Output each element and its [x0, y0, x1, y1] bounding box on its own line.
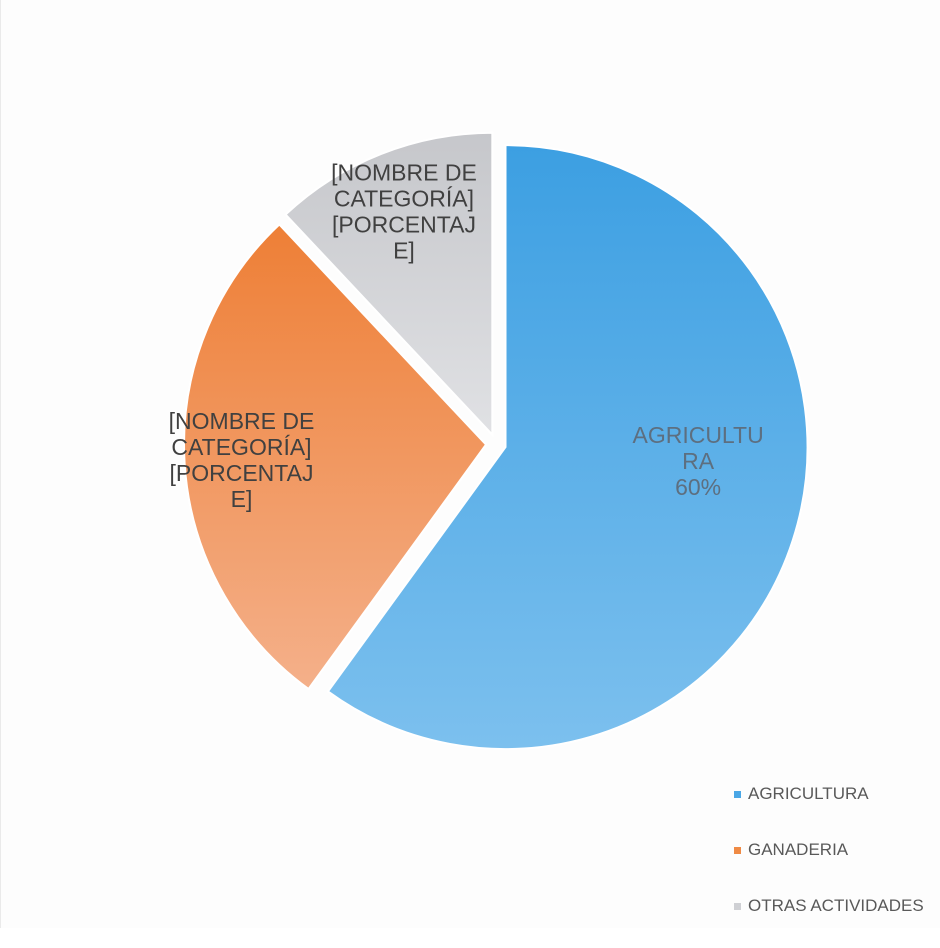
data-label-line: CATEGORÍA]: [171, 434, 311, 460]
pie-data-labels: AGRICULTU RA 60%[NOMBRE DE CATEGORÍA] [PORCE…: [169, 160, 764, 512]
data-label-line: [NOMBRE DE: [169, 408, 315, 434]
legend-swatch-otras-actividades: [734, 902, 741, 910]
legend-label-ganaderia: GANADERIA: [748, 840, 849, 859]
data-label-line: AGRICULTU: [632, 422, 763, 448]
legend-label-agricultura: AGRICULTURA: [748, 784, 869, 803]
legend-item-ganaderia: GANADERIA: [734, 836, 934, 864]
legend-swatch-agricultura: [734, 790, 741, 798]
legend-item-agricultura: AGRICULTURA: [734, 780, 934, 808]
pie-slice-ganaderia: [183, 223, 488, 691]
legend-item-otras-actividades: OTRAS ACTIVIDADES: [734, 892, 934, 920]
data-label-line: E]: [231, 486, 253, 512]
pie-slices: [183, 131, 809, 751]
data-label-line: [NOMBRE DE: [331, 160, 477, 186]
data-label-line: [PORCENTAJ: [332, 212, 476, 238]
data-label-line: [PORCENTAJ: [170, 460, 314, 486]
data-label-line: 60%: [675, 474, 721, 500]
pie-slice-agricultura: [326, 144, 809, 751]
data-label-ganaderia: [NOMBRE DE CATEGORÍA] [PORCENTAJ E]: [169, 408, 315, 512]
data-label-line: RA: [682, 448, 715, 474]
legend-swatch-ganaderia: [734, 846, 741, 854]
data-label-line: CATEGORÍA]: [334, 186, 474, 212]
data-label-line: E]: [393, 238, 415, 264]
chart-legend: AGRICULTURA GANADERIA OTRAS ACTIVIDADES: [734, 780, 934, 948]
data-label-agricultura: AGRICULTU RA 60%: [632, 422, 763, 500]
legend-label-otras-actividades: OTRAS ACTIVIDADES: [748, 896, 924, 915]
chart-frame: AGRICULTU RA 60% [NOMBRE DE CATEGORÍA] [PORCE…: [0, 0, 924, 928]
pie-chart: AGRICULTU RA 60%[NOMBRE DE CATEGORÍA] [PORCE…: [169, 131, 809, 751]
pie-slice-otras-actividades: [284, 131, 494, 438]
data-label-otras-actividades: [NOMBRE DE CATEGORÍA] [PORCENTAJ E]: [331, 160, 477, 264]
